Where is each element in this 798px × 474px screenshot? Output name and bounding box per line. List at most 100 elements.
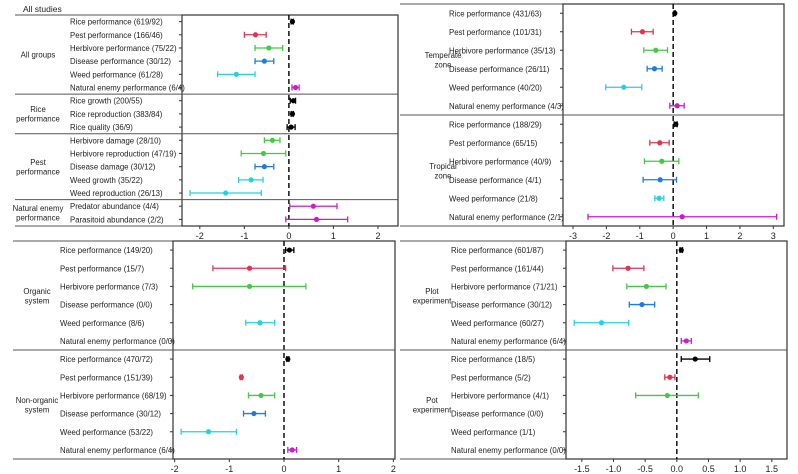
row-label: Disease damage (30/12) bbox=[70, 163, 156, 172]
forest-row: Rice performance (619/92) bbox=[70, 18, 296, 27]
panel-all-studies: -2 -1 0 1 2 All groups Rice performance (619/9… bbox=[13, 14, 399, 241]
row-label: Weed reproduction (26/13) bbox=[70, 189, 163, 198]
group-label: Tropical zone bbox=[429, 162, 457, 181]
row-label: Pest performance (151/39) bbox=[60, 373, 153, 382]
effect-size-point bbox=[673, 121, 679, 127]
effect-size-point bbox=[248, 177, 254, 183]
group-label-line: zone bbox=[435, 60, 452, 69]
row-label: Weed performance (8/6) bbox=[60, 319, 145, 328]
forest-row: Weed performance (21/8) bbox=[449, 194, 665, 203]
effect-size-point bbox=[310, 203, 316, 209]
effect-size-point bbox=[664, 392, 670, 399]
forest-row: Disease performance (0/0) bbox=[451, 410, 566, 419]
forest-row: Weed growth (35/22) bbox=[70, 176, 264, 185]
group-label-line: performance bbox=[16, 214, 60, 223]
group-label: Temperate zone bbox=[425, 51, 462, 70]
row-label: Weed performance (40/20) bbox=[449, 83, 542, 92]
forest-row: Disease performance (26/11) bbox=[449, 65, 663, 74]
group-label-line: performance bbox=[16, 115, 60, 124]
forest-row: Pest performance (151/39) bbox=[60, 373, 244, 382]
x-tick-label: 2 bbox=[737, 231, 742, 241]
group-label-line: All groups bbox=[21, 51, 56, 60]
x-tick-label: -2 bbox=[196, 231, 204, 241]
row-label: Natural enemy performance (6/4) bbox=[60, 446, 175, 455]
row-label: Pest performance (65/15) bbox=[449, 139, 538, 148]
group-label: Plot experiment bbox=[413, 287, 452, 306]
forest-row: Herbivore reproduction (47/19) bbox=[70, 149, 287, 158]
row-label: Rice performance (18/5) bbox=[451, 355, 535, 364]
effect-size-point bbox=[657, 140, 663, 146]
effect-size-point bbox=[258, 392, 264, 399]
forest-row: Weed performance (53/22) bbox=[60, 428, 238, 437]
x-tick-label: -1.0 bbox=[606, 464, 622, 474]
effect-size-point bbox=[598, 320, 605, 326]
effect-size-point bbox=[289, 447, 295, 453]
effect-size-point bbox=[678, 247, 684, 253]
row-label: Disease performance (30/12) bbox=[60, 410, 161, 419]
forest-row: Disease performance (4/1) bbox=[449, 176, 678, 185]
row-label: Herbivore performance (75/22) bbox=[70, 44, 177, 53]
forest-row: Weed reproduction (26/13) bbox=[70, 189, 262, 198]
x-tick-label: 1.0 bbox=[734, 464, 747, 474]
forest-row: Rice quality (36/9) bbox=[70, 123, 296, 132]
group-label-line: Pot bbox=[426, 396, 439, 405]
group-label-line: Pest bbox=[30, 158, 46, 167]
x-tick-label: 2 bbox=[375, 231, 380, 241]
x-tick-label: -2 bbox=[602, 231, 610, 241]
row-label: Rice performance (188/29) bbox=[449, 120, 542, 129]
forest-row: Pest performance (5/2) bbox=[451, 373, 676, 382]
row-label: Herbivore performance (68/19) bbox=[60, 391, 167, 400]
forest-row: Natural enemy performance (6/4) bbox=[70, 84, 300, 93]
effect-size-point bbox=[246, 265, 253, 271]
effect-size-point bbox=[252, 32, 259, 38]
group-label: Natural enemy performance bbox=[13, 204, 64, 223]
row-label: Herbivore performance (40/9) bbox=[449, 157, 552, 166]
effect-size-point bbox=[233, 71, 239, 77]
forest-row: Predator abundance (4/4) bbox=[70, 202, 338, 211]
effect-size-point bbox=[653, 47, 659, 53]
effect-size-point bbox=[667, 374, 673, 380]
row-label: Natural enemy performance (6/4) bbox=[70, 84, 185, 93]
forest-row: Rice performance (470/72) bbox=[60, 355, 291, 364]
group-label-line: performance bbox=[16, 167, 60, 176]
effect-size-point bbox=[643, 283, 650, 290]
row-label: Natural enemy performance (2/1) bbox=[449, 213, 564, 222]
forest-row: Natural enemy performance (0/0) bbox=[60, 337, 175, 346]
row-label: Pest performance (101/31) bbox=[449, 28, 542, 37]
forest-row: Parasitoid abundance (2/2) bbox=[70, 215, 349, 224]
effect-size-point bbox=[672, 10, 678, 16]
effect-size-point bbox=[290, 98, 296, 104]
forest-row: Pest performance (101/31) bbox=[449, 28, 654, 37]
plot-box bbox=[181, 14, 399, 227]
effect-size-point bbox=[205, 429, 212, 435]
row-label: Disease performance (0/0) bbox=[60, 301, 153, 310]
row-label: Disease performance (30/12) bbox=[451, 301, 552, 310]
effect-size-point bbox=[621, 84, 627, 90]
forest-row: Natural enemy performance (0/0) bbox=[451, 446, 566, 455]
forest-row: Herbivore performance (7/3) bbox=[60, 282, 307, 291]
row-label: Herbivore performance (7/3) bbox=[60, 282, 158, 291]
x-tick-label: 0.5 bbox=[702, 464, 715, 474]
effect-size-point bbox=[266, 45, 272, 51]
forest-row: Natural enemy performance (4/3) bbox=[449, 102, 685, 111]
row-label: Weed performance (21/8) bbox=[449, 194, 538, 203]
effect-size-point bbox=[286, 247, 293, 253]
x-tick-label: 0.0 bbox=[671, 464, 684, 474]
row-label: Parasitoid abundance (2/2) bbox=[70, 215, 164, 224]
x-tick-label: -3 bbox=[569, 231, 577, 241]
group-label: Rice performance bbox=[16, 105, 60, 124]
forest-row: Pest performance (161/44) bbox=[451, 264, 645, 273]
x-tick-label: 0 bbox=[286, 231, 291, 241]
row-label: Rice performance (149/20) bbox=[60, 246, 153, 255]
x-tick-label: -1 bbox=[636, 231, 644, 241]
effect-size-point bbox=[656, 195, 662, 201]
x-tick-label: -1 bbox=[225, 464, 233, 474]
row-label: Pest performance (5/2) bbox=[451, 373, 531, 382]
row-label: Weed performance (53/22) bbox=[60, 428, 153, 437]
forest-row: Weed performance (8/6) bbox=[60, 319, 276, 328]
effect-size-point bbox=[269, 137, 276, 143]
row-label: Weed performance (60/27) bbox=[451, 319, 544, 328]
x-tick-label: 1 bbox=[704, 231, 709, 241]
row-label: Natural enemy performance (4/3) bbox=[449, 102, 564, 111]
effect-size-point bbox=[692, 356, 698, 362]
